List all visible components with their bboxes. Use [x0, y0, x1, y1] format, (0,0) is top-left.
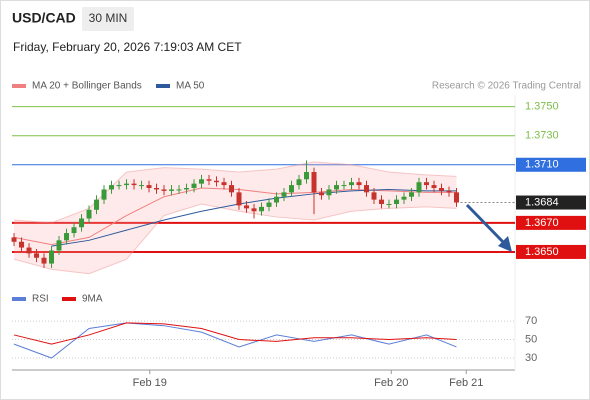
credit: Research © 2026 Trading Central: [432, 81, 581, 92]
candle-body: [259, 206, 265, 212]
candle-body: [281, 192, 287, 197]
x-tick-label: Feb 20: [374, 377, 408, 389]
rsi-tick-label: 70: [525, 315, 537, 327]
symbol: USD/CAD: [12, 10, 76, 26]
candle-body: [94, 199, 100, 210]
candle-body: [11, 237, 17, 242]
level-box: [516, 244, 586, 259]
last-price-label: 1.3684: [525, 196, 559, 208]
candle-body: [56, 240, 62, 251]
candle-body: [424, 182, 430, 186]
rsi-tick-label: 50: [525, 333, 537, 345]
candle-body: [454, 192, 460, 203]
candle-body: [124, 183, 130, 186]
candle-body: [401, 196, 407, 200]
legend-label: RSI: [32, 294, 49, 305]
timeframe: 30 MIN: [89, 11, 128, 25]
candle-body: [71, 227, 77, 234]
candle-body: [394, 199, 400, 204]
legend-label: 9MA: [82, 294, 103, 305]
candle-body: [41, 257, 47, 264]
ma-line: [51, 188, 457, 247]
candle-body: [169, 189, 175, 191]
candle-body: [371, 192, 377, 200]
subtitle: Friday, February 20, 2026 7:19:03 AM CET: [13, 40, 242, 54]
candle-body: [296, 179, 302, 186]
rsi-tick-label: 30: [525, 352, 537, 364]
candle-body: [146, 185, 152, 188]
candle-body: [101, 189, 107, 200]
candle-body: [64, 233, 70, 241]
candle-body: [386, 203, 392, 205]
candle-body: [191, 183, 197, 188]
candle-body: [199, 179, 205, 184]
timeframe-box: [82, 7, 134, 31]
level-label: 1.3670: [525, 217, 559, 229]
candle-body: [349, 182, 355, 186]
candle-body: [326, 189, 332, 196]
candle-body: [116, 185, 122, 187]
arrow-shaft: [465, 203, 507, 246]
candle-body: [86, 209, 92, 219]
candle-body: [34, 253, 40, 258]
legend-swatch: [156, 84, 170, 88]
level-label: 1.3650: [525, 246, 559, 258]
legend-label: MA 20 + Bollinger Bands: [32, 81, 142, 92]
candle-body: [139, 185, 145, 187]
candle-body: [229, 185, 235, 193]
candle-body: [364, 185, 370, 193]
candle-body: [334, 185, 340, 190]
legend-swatch: [12, 84, 26, 88]
last-price-box: [516, 195, 586, 210]
candle-body: [409, 192, 415, 197]
candle-body: [319, 192, 325, 196]
candle-body: [109, 185, 115, 190]
rsi-line: [13, 322, 457, 359]
candle-body: [221, 182, 227, 186]
x-tick-label: Feb 19: [133, 377, 167, 389]
candle-body: [274, 196, 280, 203]
candle-body: [266, 202, 272, 207]
legend-swatch: [12, 297, 26, 301]
level-label: 1.3750: [525, 101, 559, 113]
forecast-arrow: [465, 203, 512, 252]
candle-body: [439, 188, 445, 191]
candle-body: [161, 189, 167, 191]
candle-body: [154, 188, 160, 190]
candle-body: [289, 185, 295, 193]
candle-body: [26, 247, 32, 254]
candle-body: [431, 185, 437, 188]
level-box: [516, 157, 586, 172]
rsi-line: [13, 322, 457, 345]
candle-body: [251, 208, 257, 212]
candle-body: [446, 190, 452, 193]
candle-body: [311, 172, 317, 193]
candle-body: [49, 250, 55, 264]
candle-body: [416, 182, 422, 193]
candle-body: [79, 218, 85, 228]
candle-body: [341, 185, 347, 187]
candle-body: [184, 188, 190, 190]
candle-body: [214, 180, 220, 183]
level-box: [516, 215, 586, 230]
candle-body: [19, 241, 25, 248]
candle-body: [379, 199, 385, 204]
candle-body: [236, 192, 242, 206]
candle-body: [206, 179, 212, 181]
candle-body: [131, 183, 137, 186]
candle-body: [176, 189, 182, 191]
candle-body: [304, 172, 310, 180]
arrow-head: [498, 236, 512, 252]
candle-body: [244, 205, 250, 209]
level-label: 1.3730: [525, 130, 559, 142]
candle-body: [356, 182, 362, 186]
legend-label: MA 50: [176, 81, 205, 92]
x-tick-label: Feb 21: [449, 377, 483, 389]
level-label: 1.3710: [525, 159, 559, 171]
legend-swatch: [62, 297, 76, 301]
